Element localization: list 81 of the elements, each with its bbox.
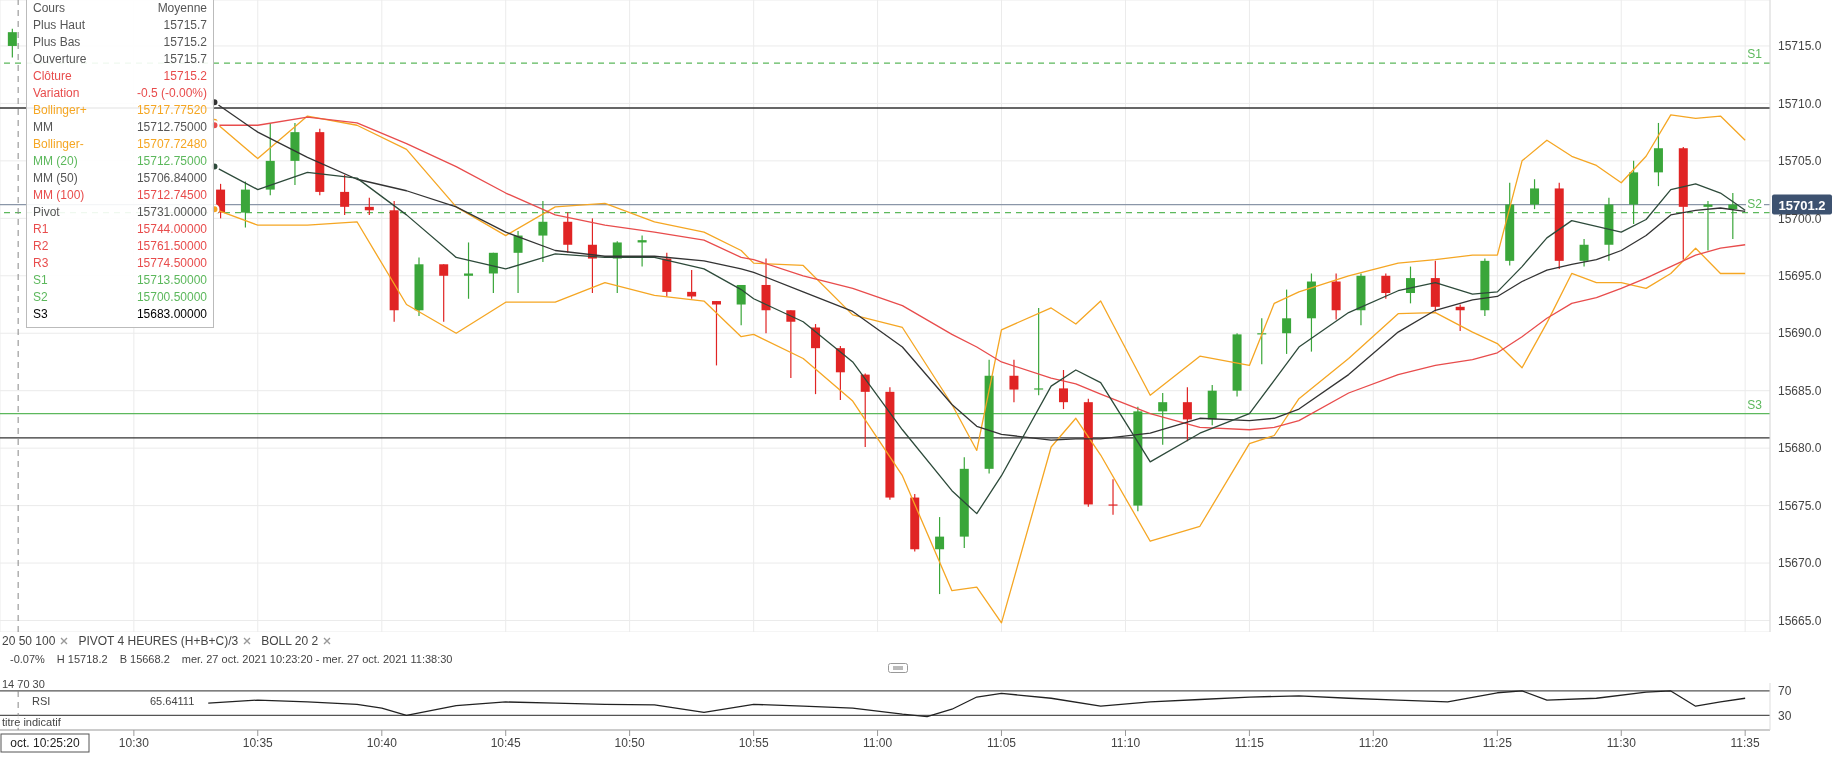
annotation: 15712.75000 <box>136 119 207 136</box>
annotation: 15731.00000 <box>136 204 207 221</box>
annotation: 15707.72480 <box>136 136 207 153</box>
annotation: Plus Bas <box>33 34 81 51</box>
annotation: 15715.7 <box>163 51 207 68</box>
x-tick-label: 10:40 <box>366 735 398 750</box>
annotation: Variation <box>33 85 80 102</box>
annotation: 15712.74500 <box>136 187 207 204</box>
annotation: Pivot <box>33 204 60 221</box>
annotation: 15713.50000 <box>136 272 207 289</box>
annotation: 15761.50000 <box>136 238 207 255</box>
annotation: 15683.00000 <box>136 306 207 323</box>
annotation: 65.64111 <box>150 695 195 707</box>
y-tick-label: 15690.0 <box>1778 326 1822 341</box>
x-tick-label: 11:35 <box>1730 735 1761 750</box>
annotation: S2 <box>33 289 48 306</box>
annotation: 15700.50000 <box>136 289 207 306</box>
annotation: -0.5 (-0.00%) <box>136 85 207 102</box>
y-tick-label: 15700.0 <box>1778 211 1822 226</box>
x-tick-label: 10:55 <box>738 735 769 750</box>
annotation: 15715.2 <box>163 68 207 85</box>
y-tick-label: 15715.0 <box>1778 39 1822 54</box>
x-tick-label: 11:05 <box>986 735 1017 750</box>
y-tick-label: 15665.0 <box>1778 613 1822 628</box>
annotation: Ouverture <box>33 51 87 68</box>
text: B 15668.2 <box>119 653 170 665</box>
x-tick-label: 10:45 <box>490 735 522 750</box>
y-tick-label: 15685.0 <box>1778 383 1822 398</box>
annotation: MM (20) <box>33 153 78 170</box>
annotation: 15715.7 <box>163 17 207 34</box>
text: 20 50 100 <box>2 634 56 648</box>
annotation: Bollinger- <box>33 136 84 153</box>
ref-line-label: oct. 10:25:20 <box>10 736 81 750</box>
annotation: 14 70 30 <box>2 678 45 690</box>
ref-line-label: S2 <box>1747 196 1763 211</box>
y-tick-label: 15695.0 <box>1778 269 1822 284</box>
ref-line-label: S3 <box>1747 397 1763 412</box>
annotation: 15717.77520 <box>136 102 207 119</box>
y-tick-label: 15705.0 <box>1778 154 1822 169</box>
annotation: Bollinger+ <box>33 102 87 119</box>
x-tick-label: 11:25 <box>1482 735 1513 750</box>
annotation: Cours <box>33 0 66 17</box>
x-tick-label: 11:20 <box>1358 735 1389 750</box>
y-tick-label: 15710.0 <box>1778 96 1822 111</box>
annotation: titre indicatif <box>2 716 61 728</box>
annotation: S3 <box>33 306 48 323</box>
text: PIVOT 4 HEURES (H+B+C)/3 <box>78 634 239 648</box>
annotation: MM (50) <box>33 170 78 187</box>
y-tick-label: 70 <box>1778 684 1792 699</box>
annotation: 15744.00000 <box>136 221 207 238</box>
x-tick-label: 11:30 <box>1606 735 1637 750</box>
annotation: Clôture <box>33 68 72 85</box>
annotation: Moyenne <box>157 0 207 17</box>
annotation: R3 <box>33 255 49 272</box>
y-tick-label: 15680.0 <box>1778 441 1822 456</box>
ref-line-label: S1 <box>1747 47 1763 62</box>
y-tick-label: 15675.0 <box>1778 498 1822 513</box>
y-tick-label: 15670.0 <box>1778 556 1822 571</box>
annotation: Plus Haut <box>33 17 86 34</box>
x-tick-label: 10:35 <box>242 735 274 750</box>
annotation: RSI <box>32 695 51 707</box>
annotation: S1 <box>33 272 48 289</box>
ref-line-label: 15701.2 <box>1778 197 1826 213</box>
annotation: MM (100) <box>33 187 85 204</box>
annotation: MM <box>33 119 53 136</box>
x-tick-label: 11:15 <box>1234 735 1265 750</box>
text: BOLL 20 2 <box>261 634 319 648</box>
text: -0.07% <box>10 653 45 665</box>
x-tick-label: 10:30 <box>118 735 150 750</box>
annotation: 15774.50000 <box>136 255 207 272</box>
x-tick-label: 10:50 <box>614 735 645 750</box>
y-tick-label: 30 <box>1778 708 1792 723</box>
annotation: R1 <box>33 221 49 238</box>
annotation: 15706.84000 <box>136 170 207 187</box>
annotation: R2 <box>33 238 49 255</box>
x-tick-label: 11:10 <box>1110 735 1141 750</box>
text: H 15718.2 <box>56 653 108 665</box>
annotation: 15715.2 <box>163 34 207 51</box>
x-tick-label: 11:00 <box>862 735 893 750</box>
annotation: 15712.75000 <box>136 153 207 170</box>
text: mer. 27 oct. 2021 10:23:20 - mer. 27 oct. 2021 11:38:30 <box>181 653 453 665</box>
